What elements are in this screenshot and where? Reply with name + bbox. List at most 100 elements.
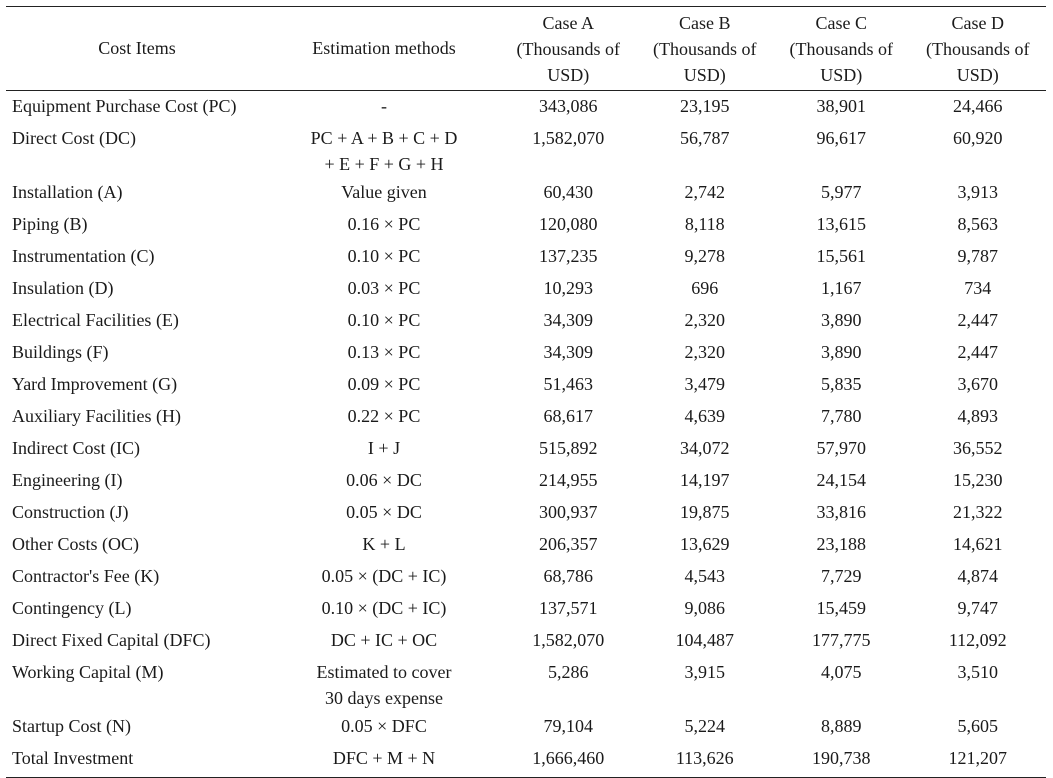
estimation-method-line: Value given	[341, 182, 427, 202]
estimation-method-line: K + L	[362, 534, 406, 554]
estimation-method-line: -	[381, 96, 387, 116]
cost-item-cell: Working Capital (M)	[12, 662, 164, 682]
cost-item-cell: Indirect Cost (IC)	[12, 438, 140, 458]
case-b-value-cell: 5,224	[684, 716, 726, 736]
table-row: Startup Cost (N) 0.05 × DFC 79,104 5,224 8,8…	[6, 711, 1046, 743]
case-d-value-cell: 4,893	[957, 406, 999, 426]
case-b-value-cell: 113,626	[636, 743, 773, 778]
estimation-method-cell: 0.10 × PC	[268, 305, 500, 337]
case-b-value-cell: 2,742	[684, 182, 726, 202]
header-case-a: Case A (Thousands of USD)	[500, 7, 637, 91]
case-b-value-cell: 3,915	[684, 662, 726, 682]
top-rule	[6, 0, 1046, 7]
cost-item-cell: Direct Fixed Capital (DFC)	[12, 630, 211, 650]
estimation-method-line: 0.10 × (DC + IC)	[321, 598, 447, 618]
estimation-method-line: 0.10 × PC	[347, 246, 421, 266]
estimation-method-cell: 0.06 × DC	[268, 465, 500, 497]
case-d-value-cell: 5,605	[957, 716, 999, 736]
case-c-value-cell: 1,167	[821, 278, 862, 298]
case-c-value-cell: 3,890	[821, 310, 862, 330]
header-case-c: Case C (Thousands of USD)	[773, 7, 910, 91]
case-a-value-cell: 137,571	[539, 598, 598, 618]
estimation-method-line: 0.05 × DC	[346, 502, 422, 522]
estimation-method-line: + E + F + G + H	[324, 154, 444, 174]
table-row: Instrumentation (C) 0.10 × PC 137,235 9,278…	[6, 241, 1046, 273]
header-case-c-line-2: (Thousands of	[789, 39, 893, 59]
case-b-value-cell: 23,195	[680, 96, 730, 116]
estimation-method-cell: 0.22 × PC	[268, 401, 500, 433]
case-a-value-cell: 300,937	[539, 502, 598, 522]
case-a-value-cell: 1,582,070	[532, 128, 605, 148]
case-d-value-cell: 734	[964, 278, 992, 298]
case-d-value-cell: 60,920	[953, 128, 1003, 148]
case-c-value-cell: 190,738	[773, 743, 910, 778]
case-d-value-cell: 9,747	[957, 598, 999, 618]
header-case-c-line-3: USD)	[820, 65, 863, 85]
case-c-value-cell: 4,075	[821, 662, 862, 682]
case-d-value-cell: 112,092	[948, 630, 1007, 650]
estimation-method-line: Estimated to cover	[316, 662, 452, 682]
header-case-d: Case D (Thousands of USD)	[909, 7, 1046, 91]
case-b-value-cell: 9,278	[684, 246, 726, 266]
case-a-value-cell: 51,463	[543, 374, 594, 394]
case-b-value-cell: 3,479	[684, 374, 726, 394]
table-body: Equipment Purchase Cost (PC) - 343,086 23,1…	[6, 91, 1046, 778]
cost-item-cell: Construction (J)	[12, 502, 129, 522]
case-d-value-cell: 3,670	[957, 374, 999, 394]
estimation-method-line: DFC + M + N	[332, 748, 436, 768]
case-a-value-cell: 34,309	[543, 310, 594, 330]
header-case-d-line-2: (Thousands of	[926, 39, 1030, 59]
estimation-method-cell: PC + A + B + C + D + E + F + G + H	[268, 123, 500, 177]
header-estimation-methods: Estimation methods	[268, 7, 500, 91]
case-b-value-cell: 56,787	[680, 128, 730, 148]
cost-item-cell: Buildings (F)	[12, 342, 109, 362]
case-c-value-cell: 24,154	[816, 470, 867, 490]
case-d-value-cell: 121,207	[909, 743, 1046, 778]
case-c-value-cell: 5,835	[821, 374, 862, 394]
table-row: Contingency (L) 0.10 × (DC + IC) 137,571 9,…	[6, 593, 1046, 625]
estimation-method-cell: 0.13 × PC	[268, 337, 500, 369]
estimation-method-cell: Value given	[268, 177, 500, 209]
table-row: Buildings (F) 0.13 × PC 34,309 2,320 3,890 2,…	[6, 337, 1046, 369]
case-d-value-cell: 8,563	[957, 214, 999, 234]
estimation-method-line: 0.13 × PC	[347, 342, 421, 362]
case-a-value-cell: 120,080	[539, 214, 598, 234]
table-row: Working Capital (M) Estimated to cover 30 …	[6, 657, 1046, 711]
case-d-value-cell: 3,510	[957, 662, 999, 682]
table-row: Other Costs (OC) K + L 206,357 13,629 23,188…	[6, 529, 1046, 561]
estimation-method-line: DC + IC + OC	[330, 630, 438, 650]
case-a-value-cell: 214,955	[539, 470, 598, 490]
header-case-d-line-3: USD)	[956, 65, 999, 85]
table-row: Contractor's Fee (K) 0.05 × (DC + IC) 68,7…	[6, 561, 1046, 593]
cost-item-cell: Piping (B)	[12, 214, 88, 234]
cost-item-cell: Other Costs (OC)	[12, 534, 139, 554]
table-row: Installation (A) Value given 60,430 2,742 5,…	[6, 177, 1046, 209]
estimation-method-line: 0.03 × PC	[347, 278, 421, 298]
cost-estimation-table: Cost Items Estimation methods Case A (Th…	[6, 7, 1046, 778]
case-d-value-cell: 24,466	[953, 96, 1003, 116]
table-row: Piping (B) 0.16 × PC 120,080 8,118 13,615 8,5…	[6, 209, 1046, 241]
case-b-value-cell: 2,320	[684, 310, 726, 330]
case-a-value-cell: 5,286	[548, 662, 589, 682]
estimation-method-cell: DFC + M + N	[268, 743, 500, 778]
case-b-value-cell: 19,875	[680, 502, 730, 522]
case-a-value-cell: 60,430	[543, 182, 594, 202]
cost-item-cell: Direct Cost (DC)	[12, 128, 136, 148]
cost-item-cell: Startup Cost (N)	[12, 716, 131, 736]
estimation-method-cell: Estimated to cover 30 days expense	[268, 657, 500, 711]
table-row: Indirect Cost (IC) I + J 515,892 34,072 57,9…	[6, 433, 1046, 465]
header-case-d-line-1: Case D	[951, 13, 1005, 33]
case-a-value-cell: 34,309	[543, 342, 594, 362]
case-d-value-cell: 4,874	[957, 566, 999, 586]
cost-item-cell: Auxiliary Facilities (H)	[12, 406, 181, 426]
header-row: Cost Items Estimation methods Case A (Th…	[6, 7, 1046, 91]
estimation-method-cell: K + L	[268, 529, 500, 561]
estimation-method-line: 0.10 × PC	[347, 310, 421, 330]
case-a-value-cell: 515,892	[539, 438, 598, 458]
table-row: Insulation (D) 0.03 × PC 10,293 696 1,167 734	[6, 273, 1046, 305]
case-b-value-cell: 34,072	[680, 438, 730, 458]
case-d-value-cell: 2,447	[957, 310, 999, 330]
estimation-method-line: 0.06 × DC	[346, 470, 422, 490]
table-row: Electrical Facilities (E) 0.10 × PC 34,309…	[6, 305, 1046, 337]
case-d-value-cell: 15,230	[953, 470, 1003, 490]
